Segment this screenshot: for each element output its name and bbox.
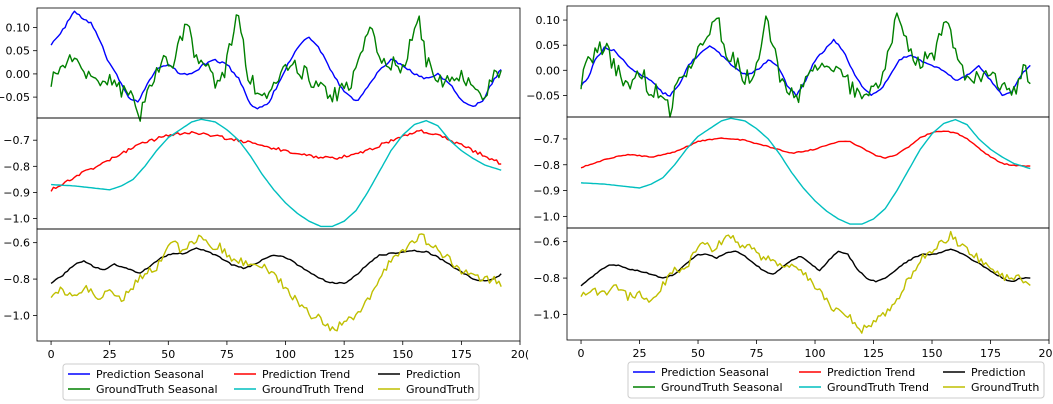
x-tick-label: 75 [220, 348, 234, 361]
legend-label-prediction-seasonal: Prediction Seasonal [661, 366, 769, 379]
legend-box [62, 363, 480, 401]
x-tick-label: 175 [980, 347, 1001, 360]
x-tick-label: 50 [161, 348, 175, 361]
series-prediction-line [50, 247, 502, 285]
x-tick-label: 50 [691, 347, 705, 360]
x-tick-label: 125 [334, 348, 355, 361]
y-tick-label: −0.9 [3, 186, 30, 199]
x-tick-label: 25 [633, 347, 647, 360]
x-tick-label: 25 [103, 348, 117, 361]
legend-label-prediction-trend: Prediction Trend [262, 368, 350, 381]
series-prediction-trend-line [580, 130, 1031, 169]
y-tick-label: −0.6 [3, 237, 30, 250]
y-tick-label: 0.00 [6, 68, 31, 81]
legend-label-prediction: Prediction [971, 366, 1026, 379]
y-tick-label: −0.8 [3, 160, 30, 173]
x-tick-label: 150 [922, 347, 943, 360]
y-tick-label: −1.0 [3, 310, 30, 323]
y-tick-label: 0.05 [6, 45, 31, 58]
y-tick-label: −0.7 [3, 134, 30, 147]
legend-label-groundtruth: GroundTruth [406, 383, 474, 396]
x-tick-label: 175 [451, 348, 472, 361]
legend-label-prediction-trend: Prediction Trend [827, 366, 915, 379]
x-tick-label: 200 [1039, 347, 1053, 360]
series-groundtruth-seasonal-line [50, 14, 502, 122]
legend-label-groundtruth-seasonal: GroundTruth Seasonal [661, 381, 783, 394]
legend-label-prediction: Prediction [406, 368, 461, 381]
axes-frame-trend [566, 116, 1050, 229]
y-tick-label: −0.6 [533, 236, 560, 249]
legend-label-groundtruth-trend: GroundTruth Trend [262, 383, 364, 396]
axes-frame-combined [566, 227, 1050, 341]
legend-label-prediction-seasonal: Prediction Seasonal [96, 368, 204, 381]
legend-label-groundtruth: GroundTruth [971, 381, 1039, 394]
legend-label-groundtruth-trend: GroundTruth Trend [827, 381, 929, 394]
y-tick-label: −0.8 [3, 273, 30, 286]
x-tick-label: 100 [275, 348, 296, 361]
series-prediction-trend-line [50, 129, 502, 192]
y-tick-label: −0.9 [533, 185, 560, 198]
y-tick-label: −0.05 [526, 89, 560, 102]
y-tick-label: −0.8 [533, 159, 560, 172]
x-tick-label: 75 [750, 347, 764, 360]
x-tick-label: 0 [578, 347, 585, 360]
axes-frame-combined [36, 228, 521, 342]
x-tick-label: 150 [392, 348, 413, 361]
y-tick-label: −0.8 [533, 272, 560, 285]
y-tick-label: −0.7 [533, 133, 560, 146]
x-tick-label: 0 [48, 348, 55, 361]
series-prediction-seasonal-line [50, 10, 502, 110]
y-tick-label: 0.10 [536, 14, 561, 27]
y-tick-label: −0.05 [0, 91, 30, 104]
series-groundtruth-line [580, 230, 1031, 334]
y-tick-label: −1.0 [3, 213, 30, 226]
axes-frame-trend [36, 117, 521, 230]
series-groundtruth-trend-line [580, 117, 1031, 225]
legend-box [627, 361, 1045, 399]
series-groundtruth-line [50, 233, 502, 332]
y-tick-label: 0.00 [536, 64, 561, 77]
series-prediction-line [580, 248, 1031, 287]
x-tick-label: 125 [863, 347, 884, 360]
x-tick-label: 100 [805, 347, 826, 360]
y-tick-label: −1.0 [533, 210, 560, 223]
y-tick-label: −1.0 [533, 309, 560, 322]
axes-frame-seasonal [566, 5, 1050, 118]
x-tick-label: 20( [511, 348, 529, 361]
series-groundtruth-trend-line [51, 118, 502, 228]
series-groundtruth-seasonal-line [580, 12, 1031, 118]
legend-label-groundtruth-seasonal: GroundTruth Seasonal [96, 383, 218, 396]
y-tick-label: 0.05 [536, 39, 561, 52]
y-tick-label: 0.10 [6, 21, 31, 34]
